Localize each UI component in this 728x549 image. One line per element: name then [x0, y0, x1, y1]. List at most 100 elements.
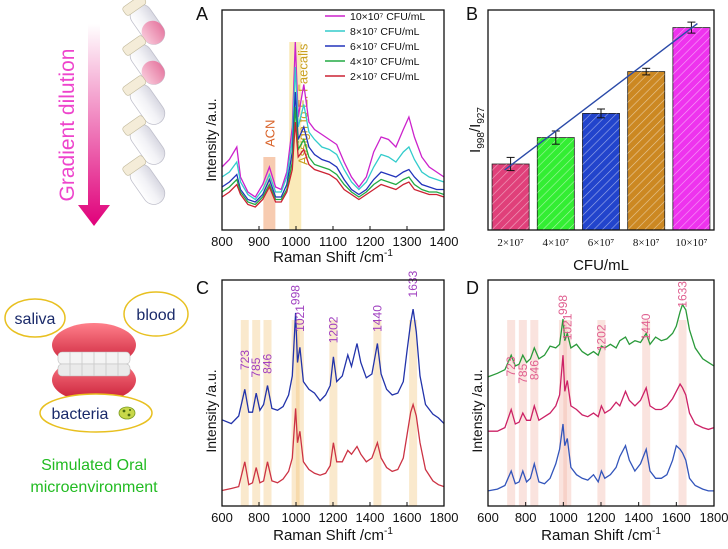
tube-cap — [122, 75, 147, 96]
x-tick-label: 1800 — [430, 510, 459, 525]
efaecalis-label: Assign to E. Faecalis — [295, 43, 310, 165]
x-axis-title: Raman Shift /cm-1 — [273, 526, 393, 544]
y-axis-title: Intensity /a.u. — [203, 98, 219, 181]
series-line-2 — [487, 423, 714, 492]
peak-band-1633 — [678, 320, 687, 506]
series-line-3 — [221, 106, 445, 206]
x-tick-label: 800 — [248, 510, 270, 525]
peak-label-846: 846 — [261, 353, 275, 373]
fit-line — [504, 23, 698, 171]
peak-band-1202 — [597, 320, 606, 506]
x-tick-label: 4×10⁷ — [543, 237, 570, 249]
x-tick-label: 1300 — [393, 234, 422, 249]
axes-frame — [487, 9, 715, 231]
test-tube-icon — [122, 115, 166, 165]
x-tick-label: 1600 — [393, 510, 422, 525]
x-tick-label: 1400 — [356, 510, 385, 525]
bar-hatch-3 — [627, 71, 665, 230]
tube-cap — [122, 155, 147, 176]
legend-label: 10×10⁷ CFU/mL — [350, 11, 425, 23]
blood-bubble — [123, 291, 189, 337]
y-axis-title-sub2: 927 — [476, 107, 487, 124]
peak-label-998: 998 — [556, 295, 570, 315]
series-line-0 — [221, 308, 445, 425]
dilution-arrow — [78, 24, 110, 226]
peak-band-1021 — [563, 320, 572, 506]
x-tick-label: 1200 — [356, 234, 385, 249]
series-line-0 — [221, 41, 445, 198]
legend-label: 4×10⁷ CFU/mL — [350, 56, 420, 68]
dilution-illustration: Gradient dilution — [56, 0, 166, 226]
peak-band-785 — [252, 320, 261, 506]
panel-b-ratio-bar-chart: 2×10⁷ 4×10⁷ 6×10⁷ 8×10⁷ 10×10⁷ CFU/mL I998/I92… — [466, 4, 715, 274]
x-tick-label: 1400 — [430, 234, 459, 249]
peak-label-1021: 1021 — [560, 313, 574, 340]
oral-illustration: saliva blood bacteria Simulated Oral mic… — [4, 291, 189, 496]
acn-label: ACN — [262, 120, 277, 147]
series-line-1 — [221, 402, 445, 492]
peak-label-1633: 1633 — [676, 281, 690, 308]
y-axis-title: I998/I927 — [467, 107, 487, 153]
tube-cap — [122, 35, 147, 56]
x-axis-title: Raman Shift /cm-1 — [541, 526, 661, 544]
saliva-bubble — [4, 298, 66, 338]
panel-letter-c: C — [196, 278, 209, 298]
panel-letter-a: A — [196, 4, 208, 24]
x-tick-label: 1800 — [700, 510, 728, 525]
bacteria-icon — [118, 406, 136, 420]
x-axis-title-superscript: -1 — [652, 526, 661, 537]
test-tube-icon — [122, 155, 166, 205]
y-axis-title: Intensity /a.u. — [469, 369, 485, 452]
peak-label-1021: 1021 — [293, 305, 307, 332]
peak-label-1202: 1202 — [326, 316, 340, 343]
oral-caption-line2: microenvironment — [30, 479, 158, 496]
x-tick-label: 1200 — [319, 510, 348, 525]
x-axis-title: CFU/mL — [573, 257, 629, 274]
x-tick-label: 900 — [248, 234, 270, 249]
y-axis-title-slash: /I — [467, 124, 484, 132]
peak-label-785: 785 — [516, 363, 530, 383]
peak-band-1440 — [373, 320, 382, 506]
tube-cap — [122, 115, 147, 136]
legend-label: 8×10⁷ CFU/mL — [350, 26, 420, 38]
peak-band-998 — [558, 320, 567, 506]
y-axis-title-sub1: 998 — [476, 132, 487, 149]
bar-hatch-2 — [582, 113, 620, 230]
x-axis-title: Raman Shift /cm-1 — [273, 248, 393, 266]
peak-band-1633 — [409, 320, 418, 506]
x-tick-label: 1000 — [549, 510, 578, 525]
peak-band-1021 — [295, 320, 304, 506]
x-tick-label: 1600 — [662, 510, 691, 525]
x-tick-label: 8×10⁷ — [633, 237, 660, 249]
blood-label: blood — [136, 307, 175, 324]
x-axis-title-superscript: -1 — [384, 248, 393, 259]
peak-label-1202: 1202 — [594, 324, 608, 351]
peak-label-1440: 1440 — [370, 305, 384, 332]
panel-letter-b: B — [466, 4, 478, 24]
series-line-1 — [221, 66, 445, 201]
peak-label-723: 723 — [504, 356, 518, 376]
peak-band-846 — [530, 320, 539, 506]
series-line-4 — [221, 121, 445, 208]
x-axis-title-superscript: -1 — [384, 526, 393, 537]
series-line-1 — [488, 355, 715, 432]
x-tick-label: 1100 — [319, 234, 347, 249]
saliva-label: saliva — [15, 311, 56, 328]
test-tube-icon — [122, 35, 166, 85]
oral-caption-line1: Simulated Oral — [41, 457, 147, 474]
x-tick-label: 800 — [211, 234, 233, 249]
test-tube-stack — [122, 0, 166, 205]
x-tick-label: 10×10⁷ — [675, 237, 707, 249]
series-line-0 — [487, 302, 715, 378]
x-tick-label: 1200 — [587, 510, 616, 525]
bar-hatch-1 — [537, 137, 575, 230]
x-tick-label: 2×10⁷ — [497, 237, 524, 249]
peak-band-1202 — [329, 320, 338, 506]
teeth-icon — [52, 323, 136, 402]
y-axis-title: Intensity /a.u. — [203, 369, 219, 452]
peak-band-1440 — [642, 320, 651, 506]
efaecalis-highlight-band — [289, 42, 302, 230]
